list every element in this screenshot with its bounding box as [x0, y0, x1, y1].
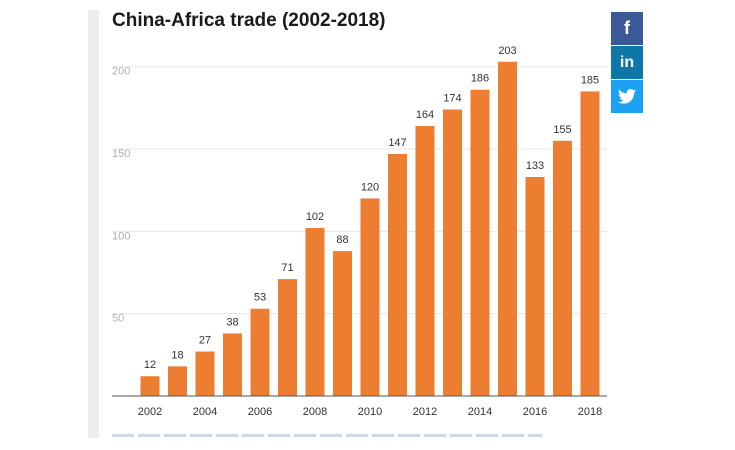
- bar-2014: [470, 89, 490, 396]
- bar-2005: [223, 333, 242, 396]
- value-label-2004: 27: [199, 335, 211, 347]
- chart-source-footer: [112, 434, 542, 437]
- linkedin-icon: in: [619, 53, 635, 71]
- value-label-2009: 88: [336, 234, 348, 246]
- left-divider: [88, 10, 99, 438]
- x-tick-label-2018: 2018: [578, 406, 602, 418]
- y-tick-label-200: 200: [112, 66, 130, 78]
- bar-2007: [278, 279, 297, 396]
- value-label-2016: 133: [526, 160, 544, 172]
- x-tick-label-2006: 2006: [248, 406, 272, 418]
- twitter-share-button[interactable]: [611, 80, 643, 113]
- bar-2008: [305, 228, 325, 396]
- x-tick-label-2014: 2014: [468, 406, 492, 418]
- bar-2015: [498, 61, 517, 396]
- bar-2016: [525, 177, 545, 396]
- value-label-2007: 71: [281, 262, 293, 274]
- chart-title: China-Africa trade (2002-2018): [112, 10, 386, 31]
- value-label-2002: 12: [144, 359, 156, 371]
- x-tick-label-2008: 2008: [303, 406, 327, 418]
- y-tick-label-50: 50: [112, 313, 124, 325]
- y-tick-label-150: 150: [112, 148, 130, 160]
- value-label-2013: 174: [443, 93, 461, 105]
- bar-2009: [333, 251, 352, 396]
- x-tick-label-2016: 2016: [523, 406, 547, 418]
- value-label-2015: 203: [498, 45, 516, 57]
- x-tick-label-2012: 2012: [413, 406, 437, 418]
- bar-2017: [553, 140, 572, 396]
- value-label-2012: 164: [416, 109, 434, 121]
- bar-2006: [250, 308, 270, 396]
- bar-2013: [443, 109, 462, 397]
- value-label-2014: 186: [471, 73, 489, 85]
- facebook-share-button[interactable]: f: [611, 12, 643, 45]
- x-tick-label-2002: 2002: [138, 406, 162, 418]
- value-label-2011: 147: [388, 137, 406, 149]
- bar-2004: [195, 351, 215, 396]
- facebook-icon: f: [624, 18, 630, 38]
- bar-2012: [415, 125, 435, 396]
- value-label-2006: 53: [254, 292, 266, 304]
- bar-2003: [168, 366, 187, 396]
- y-tick-label-100: 100: [112, 230, 130, 242]
- value-label-2010: 120: [361, 181, 379, 193]
- bar-2010: [360, 198, 380, 396]
- share-bar: f in: [611, 12, 643, 114]
- value-label-2003: 18: [171, 349, 183, 361]
- bar-2002: [140, 376, 160, 396]
- value-label-2005: 38: [226, 316, 238, 328]
- x-tick-label-2004: 2004: [193, 406, 217, 418]
- value-label-2008: 102: [306, 211, 324, 223]
- linkedin-share-button[interactable]: in: [611, 46, 643, 79]
- twitter-icon: [618, 89, 636, 104]
- x-tick-label-2010: 2010: [358, 406, 382, 418]
- bar-2011: [388, 153, 407, 396]
- bar-2018: [580, 91, 600, 396]
- value-label-2017: 155: [553, 124, 571, 136]
- value-label-2018: 185: [581, 74, 599, 86]
